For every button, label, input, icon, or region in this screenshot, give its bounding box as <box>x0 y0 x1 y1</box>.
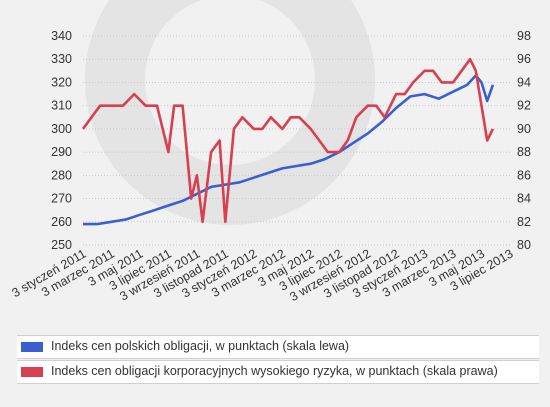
right-tick-label: 92 <box>517 99 531 113</box>
right-tick-label: 94 <box>517 75 531 89</box>
left-tick-label: 270 <box>51 192 72 206</box>
right-tick-label: 86 <box>517 168 531 182</box>
legend: Indeks cen polskich obligacji, w punktac… <box>17 335 539 387</box>
legend-swatch-blue <box>21 342 43 352</box>
right-tick-label: 98 <box>517 29 531 43</box>
left-tick-label: 330 <box>51 52 72 66</box>
legend-item-polish-bonds: Indeks cen polskich obligacji, w punktac… <box>17 335 539 359</box>
background-ring <box>85 0 375 225</box>
left-tick-label: 250 <box>51 238 72 252</box>
grid <box>83 35 510 246</box>
left-tick-label: 310 <box>51 99 72 113</box>
right-tick-label: 80 <box>517 238 531 252</box>
series-lines <box>81 57 495 226</box>
legend-label: Indeks cen polskich obligacji, w punktac… <box>51 339 350 353</box>
left-tick-label: 320 <box>51 75 72 89</box>
right-tick-label: 96 <box>517 52 531 66</box>
left-tick-label: 340 <box>51 29 72 43</box>
left-tick-label: 290 <box>51 145 72 159</box>
left-tick-label: 260 <box>51 215 72 229</box>
right-tick-label: 90 <box>517 122 531 136</box>
right-tick-label: 84 <box>517 192 531 206</box>
right-axis: 80 82 84 86 88 90 92 94 96 98 <box>517 29 531 252</box>
right-tick-label: 82 <box>517 215 531 229</box>
left-tick-label: 300 <box>51 122 72 136</box>
legend-item-high-yield-bonds: Indeks cen obligacji korporacyjnych wyso… <box>17 360 539 384</box>
legend-swatch-red <box>21 367 43 377</box>
legend-label: Indeks cen obligacji korporacyjnych wyso… <box>51 364 498 378</box>
left-tick-label: 280 <box>51 168 72 182</box>
left-axis: 250 260 270 280 290 300 310 320 330 340 <box>51 29 72 252</box>
series-line <box>81 57 495 224</box>
background-decoration <box>85 0 375 225</box>
right-tick-label: 88 <box>517 145 531 159</box>
series-line <box>83 74 495 226</box>
